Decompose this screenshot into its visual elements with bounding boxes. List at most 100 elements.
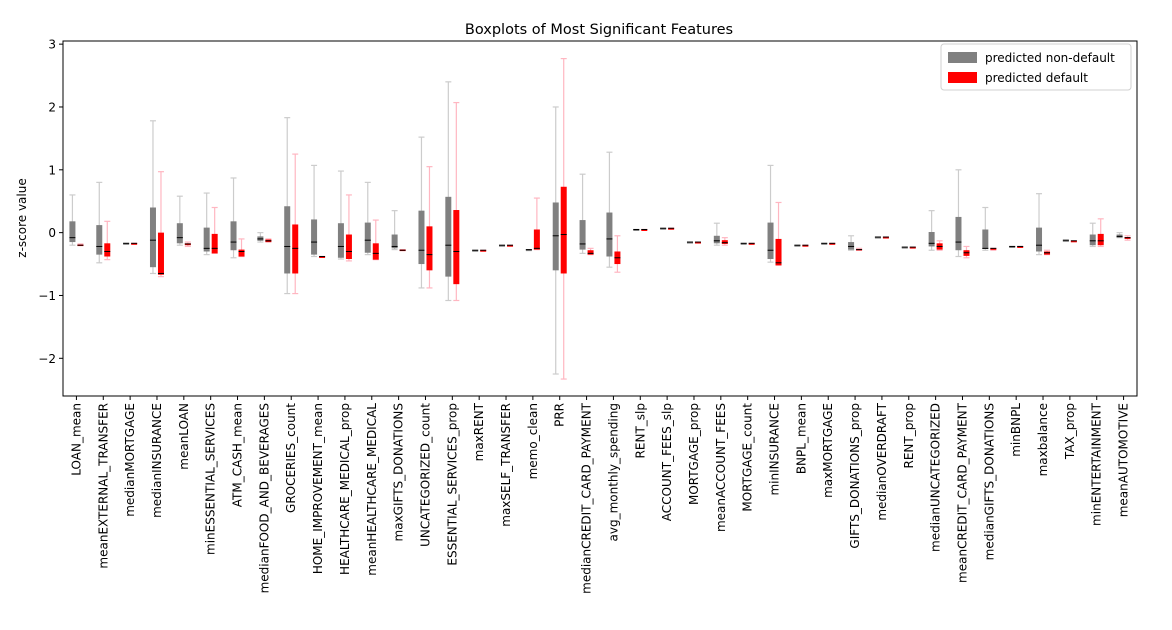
y-tick-label: 0 (48, 226, 56, 240)
x-tick-label: ATM_CASH_mean (231, 403, 245, 507)
box (1097, 233, 1104, 246)
box (713, 235, 720, 244)
box (211, 233, 218, 254)
box (686, 242, 693, 244)
x-tick-label: minENTERTAINMENT (1090, 402, 1104, 526)
box (1017, 246, 1024, 248)
box (104, 243, 111, 257)
box (821, 243, 828, 245)
box (176, 223, 183, 244)
box (480, 250, 487, 252)
x-tick-label: UNCATEGORIZED_count (418, 403, 432, 547)
y-tick-label: 2 (48, 100, 56, 114)
box (560, 186, 567, 274)
x-tick-label: TAX_prop (1063, 403, 1077, 460)
y-axis-label: z-score value (15, 178, 29, 257)
x-tick-label: meanACCOUNT_FEES (714, 403, 728, 532)
x-tick-label: medianGIFTS_DONATIONS (982, 403, 996, 560)
box (1070, 240, 1077, 243)
x-tick-label: ESSENTIAL_SERVICES_prop (445, 403, 459, 566)
box (606, 212, 613, 257)
box (928, 232, 935, 247)
y-tick-label: −2 (38, 352, 56, 366)
x-tick-label: BNPL_mean (794, 403, 808, 474)
box (507, 245, 514, 247)
y-tick-label: 1 (48, 163, 56, 177)
box (882, 237, 889, 239)
box (901, 247, 908, 249)
box (633, 229, 640, 231)
box (641, 229, 648, 231)
box (1036, 227, 1043, 252)
box (292, 224, 299, 274)
box (955, 216, 962, 251)
x-tick-label: medianOVERDRAFT (875, 402, 889, 520)
x-tick-label: meanEXTERNAL_TRANSFER (96, 403, 110, 569)
legend-swatch (948, 52, 977, 63)
box (69, 221, 76, 243)
box (1062, 240, 1069, 242)
box (829, 243, 836, 245)
box (1009, 246, 1016, 248)
box (149, 207, 156, 268)
box (990, 248, 997, 250)
x-tick-label: medianMORTGAGE (123, 403, 137, 517)
x-tick-label: HOME_IMPROVEMENT_mean (311, 403, 325, 574)
box (721, 240, 728, 244)
x-tick-label: maxRENT (472, 402, 486, 461)
x-tick-label: maxSELF_TRANSFER (499, 403, 513, 527)
box (740, 243, 747, 245)
box (426, 226, 433, 271)
x-axis: LOAN_mean meanEXTERNAL_TRANSFER medianMORT… (69, 396, 1131, 594)
box (775, 238, 782, 266)
box (391, 234, 398, 249)
box (909, 247, 916, 249)
box (157, 232, 164, 275)
y-tick-label: −1 (38, 289, 56, 303)
x-tick-label: minBNPL (1009, 403, 1023, 457)
x-tick-label: PRR (553, 403, 567, 427)
box (418, 210, 425, 265)
box (364, 222, 371, 253)
x-tick-label: medianUNCATEGORIZED (929, 403, 943, 552)
x-tick-label: GIFTS_DONATIONS_prop (848, 403, 862, 549)
x-tick-label: maxMORTGAGE (821, 403, 835, 498)
box (525, 249, 532, 252)
box (668, 228, 675, 230)
x-tick-label: GROCERIES_count (284, 403, 298, 513)
box (238, 249, 245, 257)
x-tick-label: medianCREDIT_CARD_PAYMENT (580, 402, 594, 594)
box (372, 243, 379, 260)
x-tick-label: maxbalance (1036, 403, 1050, 476)
box (337, 223, 344, 258)
box (579, 220, 586, 250)
x-tick-label: meanAUTOMOTIVE (1117, 403, 1131, 517)
box (874, 237, 881, 239)
legend-box (940, 43, 1132, 91)
x-tick-label: RENT_prop (902, 403, 916, 468)
y-axis: −2 −1 0 1 2 3 (38, 38, 63, 366)
x-tick-label: meanHEALTHCARE_MEDICAL (365, 403, 379, 576)
x-tick-label: LOAN_mean (69, 403, 83, 476)
x-tick-label: minESSENTIAL_SERVICES (204, 403, 218, 555)
x-tick-label: meanLOAN (177, 403, 191, 470)
box (660, 228, 667, 230)
x-tick-label: medianFOOD_AND_BEVERAGES (257, 403, 271, 593)
x-tick-label: minINSURANCE (768, 403, 782, 496)
box (311, 219, 318, 255)
box (131, 243, 138, 245)
box (453, 210, 460, 285)
box (848, 242, 855, 250)
box (96, 225, 103, 255)
box (319, 256, 326, 259)
plot-frame (62, 40, 1138, 397)
x-tick-label: MORTGAGE_prop (687, 403, 701, 505)
box (982, 229, 989, 249)
legend-swatch (948, 72, 977, 83)
x-tick-label: ACCOUNT_FEES_slp (660, 403, 674, 521)
x-tick-label: maxGIFTS_DONATIONS (392, 403, 406, 541)
chart-title: Boxplots of Most Significant Features (465, 22, 733, 38)
x-tick-label: memo_clean (526, 403, 540, 479)
box (748, 243, 755, 245)
